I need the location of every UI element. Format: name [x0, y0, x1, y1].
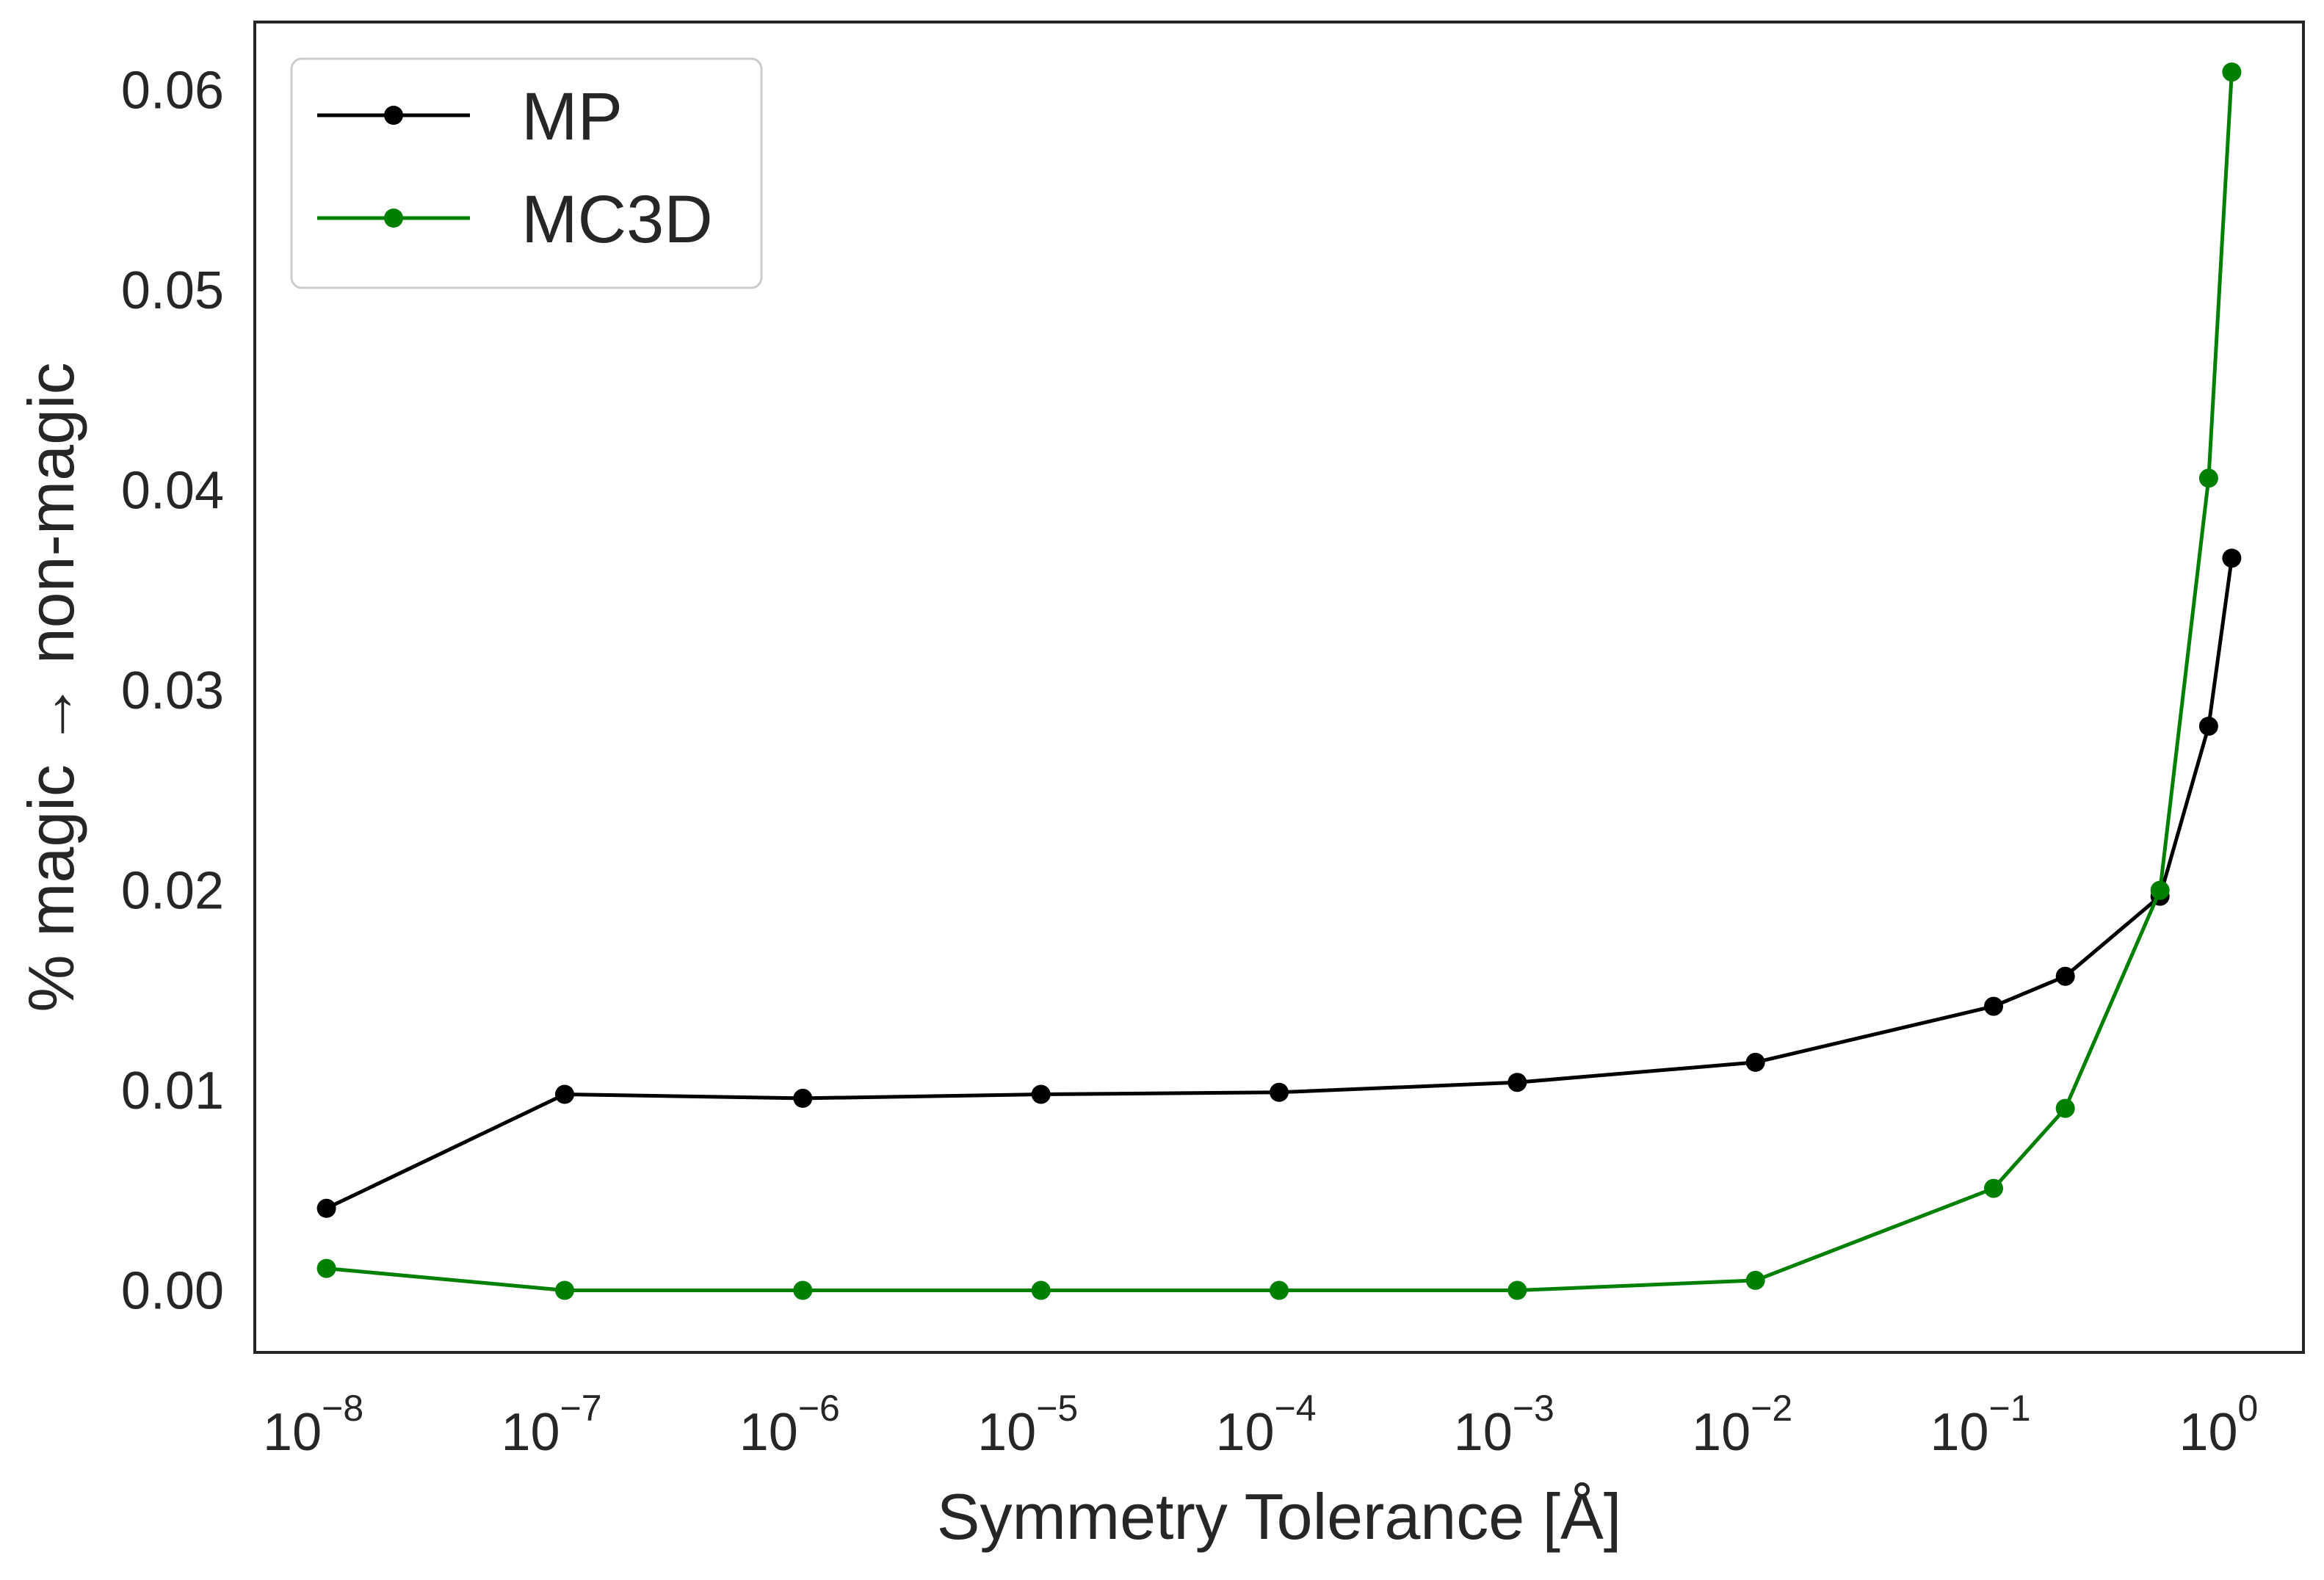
x-tick-label: 10−5	[977, 1388, 1078, 1462]
series-line-mc3d	[326, 71, 2234, 1292]
data-point-mc3d	[1507, 1280, 1527, 1300]
y-tick-label: 0.01	[121, 1062, 224, 1120]
legend-mc3d-label: MC3D	[521, 182, 713, 257]
series-layer	[316, 62, 2242, 1300]
data-point-mc3d	[2055, 1098, 2075, 1118]
data-point-mp	[2222, 548, 2242, 568]
y-tick-label: 0.05	[121, 261, 224, 320]
data-point-mc3d	[555, 1280, 574, 1300]
data-point-mc3d	[1745, 1270, 1765, 1290]
series-line-mp	[325, 557, 2234, 1211]
y-tick-label: 0.06	[121, 62, 224, 120]
data-point-mp	[793, 1088, 813, 1108]
data-point-mc3d	[793, 1280, 813, 1300]
data-point-mc3d	[2222, 62, 2242, 82]
data-point-mp	[1031, 1084, 1051, 1104]
x-tick-label: 10−7	[501, 1388, 601, 1462]
data-point-mc3d	[1031, 1280, 1051, 1300]
data-point-mc3d	[2198, 468, 2218, 488]
x-axis-title: Symmetry Tolerance [Å]	[937, 1480, 1621, 1553]
x-tick-label: 10−8	[263, 1388, 363, 1462]
data-point-mp	[1507, 1073, 1527, 1092]
data-point-mp	[1745, 1052, 1765, 1072]
data-point-mp	[1984, 996, 2003, 1016]
data-point-mp	[555, 1084, 574, 1104]
data-point-mp	[2198, 717, 2218, 736]
data-point-mp	[2055, 966, 2075, 986]
legend: MP MC3D	[290, 57, 763, 289]
x-axis-ticks: 10−8 10−7 10−6 10−5 10−4 10−3 10−2 10−1 100	[263, 1388, 2258, 1462]
data-point-mc3d	[2150, 880, 2170, 900]
x-tick-label: 10−1	[1930, 1388, 2030, 1462]
data-point-mc3d	[1270, 1280, 1289, 1300]
y-tick-label: 0.03	[121, 662, 224, 720]
y-tick-label: 0.04	[121, 462, 224, 521]
y-tick-label: 0.00	[121, 1262, 224, 1321]
legend-mc3d-marker	[384, 209, 403, 228]
y-tick-label: 0.02	[121, 862, 224, 921]
y-axis-ticks: 0.00 0.01 0.02 0.03 0.04 0.05 0.06	[121, 62, 224, 1321]
x-tick-label: 10−3	[1454, 1388, 1554, 1462]
x-tick-label: 10−4	[1215, 1388, 1316, 1462]
data-point-mc3d	[1984, 1178, 2003, 1198]
data-point-mc3d	[316, 1258, 336, 1278]
legend-mp-marker	[384, 106, 403, 125]
y-axis-title: % magic → non-magic	[15, 362, 87, 1012]
data-point-mp	[1270, 1082, 1289, 1102]
x-tick-label: 10−6	[739, 1388, 840, 1462]
legend-mp-label: MP	[521, 79, 623, 154]
data-point-mp	[316, 1198, 336, 1218]
x-tick-label: 100	[2179, 1388, 2258, 1462]
x-tick-label: 10−2	[1692, 1388, 1792, 1462]
